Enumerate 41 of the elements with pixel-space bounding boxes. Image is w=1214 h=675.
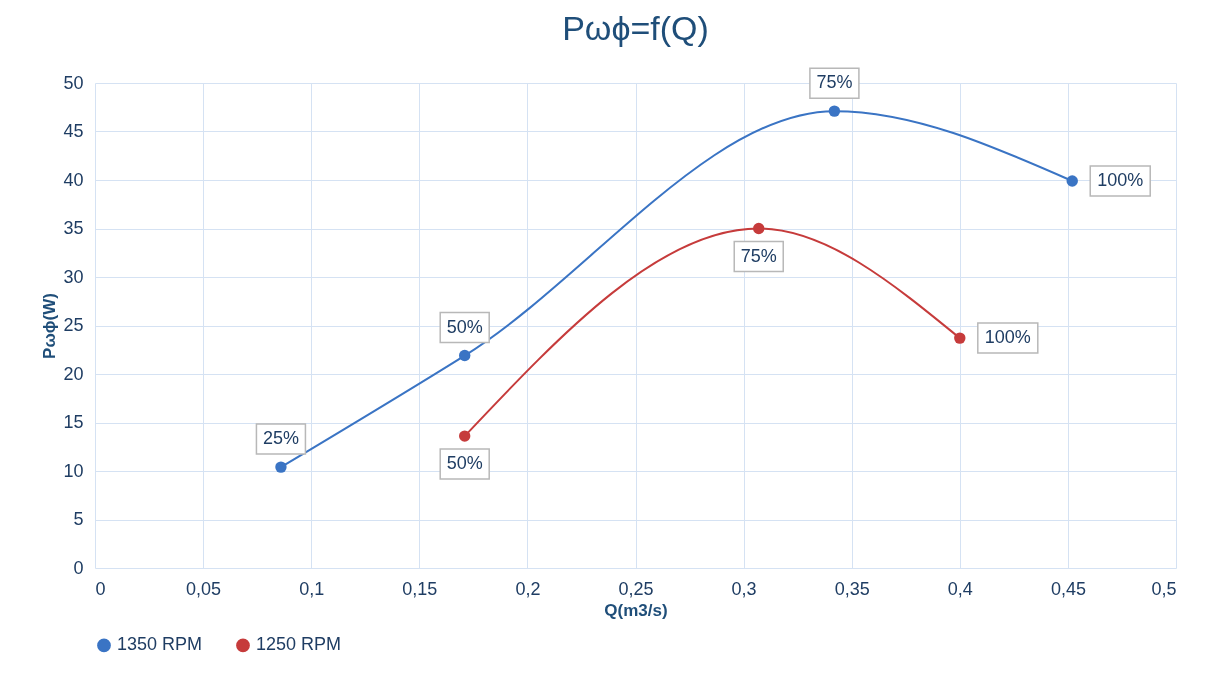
- y-tick-label: 30: [63, 266, 84, 287]
- x-tick-label: 0: [95, 578, 106, 599]
- x-axis-title: Q(m3/s): [604, 600, 668, 620]
- point: [275, 461, 287, 473]
- point: [828, 105, 841, 117]
- annotation: 75%: [816, 72, 853, 93]
- x-tick-label: 0,45: [1050, 578, 1086, 599]
- x-tick-label: 0,2: [515, 578, 541, 599]
- x-tick-label: 0,5: [1151, 578, 1177, 599]
- chart-title: Pωϕ=f(Q): [562, 9, 709, 48]
- x-tick-label: 0,35: [834, 578, 870, 599]
- x-tick-label: 0,1: [299, 578, 325, 599]
- x-tick-label: 0,05: [186, 578, 222, 599]
- x-tick-label: 0,4: [947, 578, 973, 599]
- point: [459, 349, 471, 362]
- annotation: 25%: [262, 428, 299, 449]
- annotation: 100%: [1097, 169, 1144, 190]
- x-tick-label: 0,25: [618, 578, 654, 599]
- point: [1066, 175, 1078, 187]
- point: [753, 222, 765, 235]
- annotation: 50%: [446, 316, 483, 337]
- y-tick-label: 15: [63, 412, 84, 432]
- y-tick-label: 35: [63, 218, 84, 238]
- point: [459, 430, 471, 442]
- point: [954, 332, 966, 344]
- y-tick-label: 0: [73, 557, 84, 578]
- y-axis-title: Pωϕ(W): [40, 293, 60, 359]
- legend-label: 1250 RPM: [256, 634, 342, 655]
- y-tick-label: 40: [63, 169, 84, 190]
- legend-label: 1350 RPM: [117, 634, 203, 655]
- annotation: 50%: [446, 453, 483, 474]
- y-tick-label: 5: [73, 509, 84, 529]
- x-tick-label: 0,3: [731, 578, 757, 599]
- y-tick-label: 25: [63, 315, 84, 335]
- annotation: 75%: [740, 245, 777, 266]
- y-tick-label: 20: [63, 363, 84, 384]
- annotation: 100%: [984, 327, 1031, 348]
- y-tick-label: 50: [63, 72, 84, 93]
- y-tick-label: 45: [63, 121, 84, 141]
- y-tick-label: 10: [63, 460, 84, 481]
- x-tick-label: 0,15: [402, 578, 438, 599]
